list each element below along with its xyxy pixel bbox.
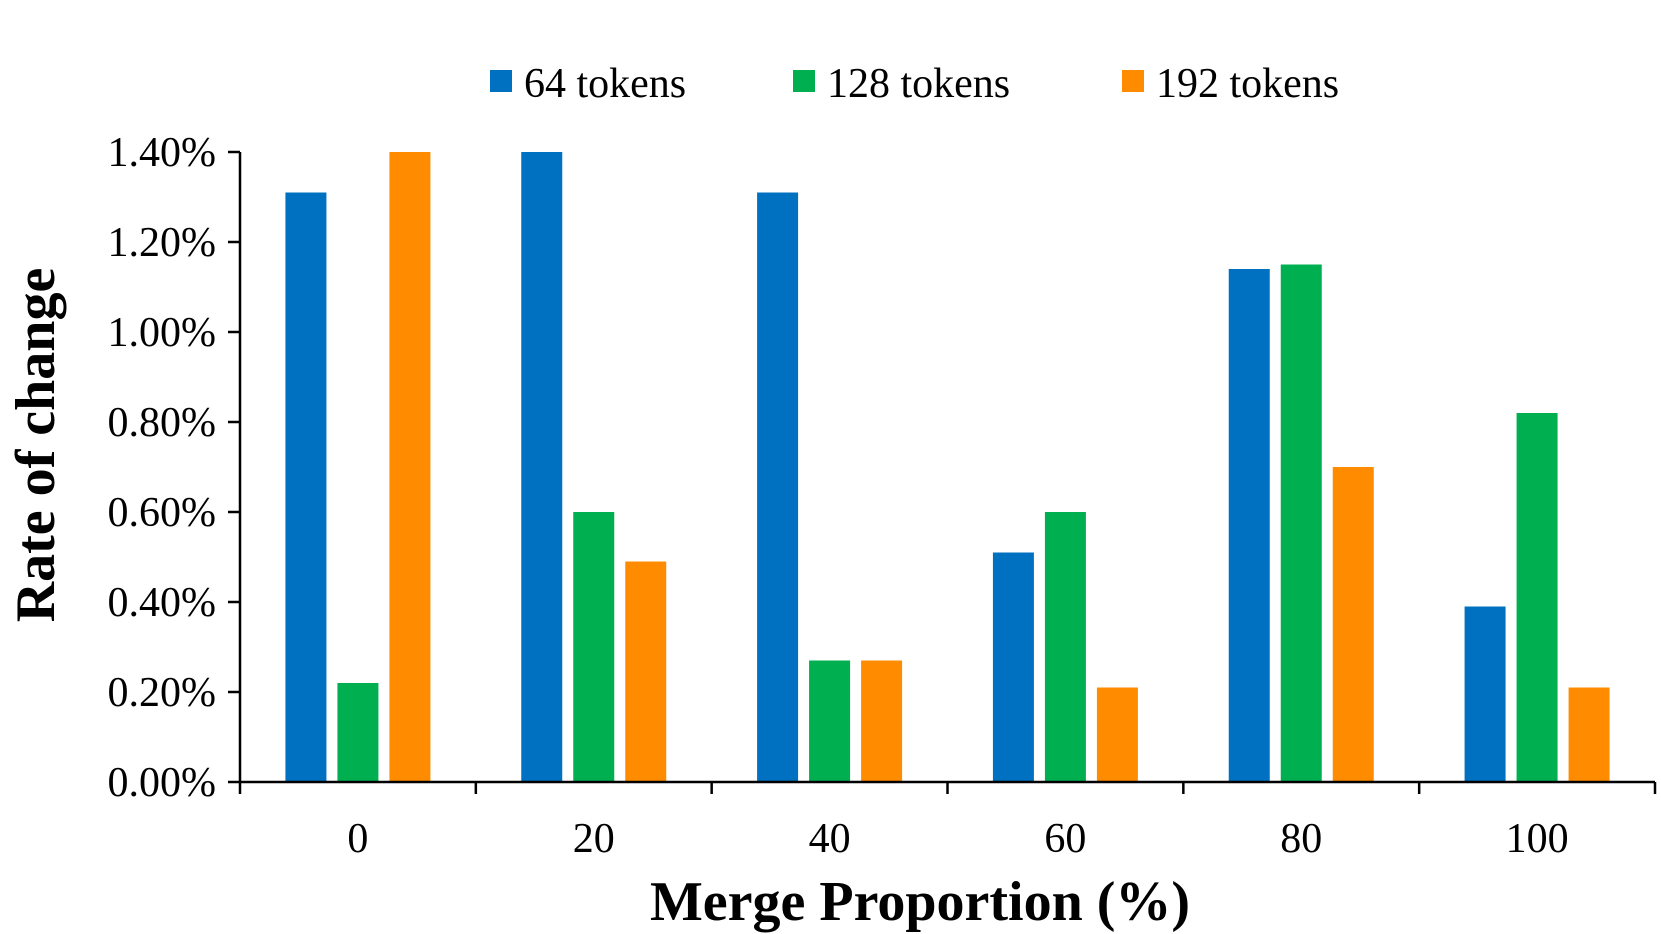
y-axis-ticks: 0.00% 0.20% 0.40% 0.60% 0.80% 1.00% 1.20% 1.40% (108, 130, 240, 806)
x-tick-label: 20 (573, 816, 615, 862)
x-tick-label: 80 (1280, 816, 1322, 862)
bar-192-tokens-40 (861, 660, 903, 782)
bar-192-tokens-80 (1332, 467, 1374, 782)
bar-128-tokens-20 (573, 512, 615, 782)
x-axis-ticks: 0 20 40 60 80 100 (238, 782, 1657, 862)
bar-128-tokens-80 (1280, 264, 1322, 782)
y-axis-title: Rate of change (5, 268, 67, 623)
y-tick-label: 1.00% (108, 310, 217, 356)
x-tick-label: 40 (809, 816, 851, 862)
legend-label: 64 tokens (524, 61, 686, 107)
y-tick-label: 0.60% (108, 490, 217, 536)
bar-192-tokens-0 (389, 152, 431, 782)
y-tick-label: 0.80% (108, 400, 217, 446)
legend: 64 tokens 128 tokens 192 tokens (490, 61, 1339, 107)
axes (238, 152, 1655, 784)
bar-192-tokens-60 (1096, 687, 1138, 782)
x-tick-label: 0 (347, 816, 368, 862)
y-tick-label: 0.20% (108, 670, 217, 716)
legend-swatch-128-tokens (793, 70, 815, 92)
y-tick-label: 1.20% (108, 220, 217, 266)
x-tick-label: 100 (1506, 816, 1569, 862)
bar-64-tokens-100 (1464, 606, 1506, 782)
bar-64-tokens-40 (757, 192, 799, 782)
bars (285, 152, 1610, 782)
y-tick-label: 0.40% (108, 580, 217, 626)
bar-64-tokens-60 (992, 552, 1034, 782)
bar-128-tokens-0 (337, 683, 379, 782)
legend-swatch-192-tokens (1122, 70, 1144, 92)
bar-192-tokens-100 (1568, 687, 1610, 782)
y-tick-label: 0.00% (108, 760, 217, 806)
y-tick-label: 1.40% (108, 130, 217, 176)
x-axis-title: Merge Proportion (%) (650, 871, 1190, 933)
legend-label: 192 tokens (1156, 61, 1339, 107)
bar-192-tokens-20 (625, 561, 667, 782)
bar-128-tokens-60 (1044, 512, 1086, 782)
bar-64-tokens-20 (521, 152, 563, 782)
bar-64-tokens-80 (1228, 269, 1270, 782)
bar-128-tokens-40 (809, 660, 851, 782)
legend-label: 128 tokens (827, 61, 1010, 107)
legend-swatch-64-tokens (490, 70, 512, 92)
bar-128-tokens-100 (1516, 413, 1558, 782)
x-tick-label: 60 (1044, 816, 1086, 862)
bar-64-tokens-0 (285, 192, 327, 782)
